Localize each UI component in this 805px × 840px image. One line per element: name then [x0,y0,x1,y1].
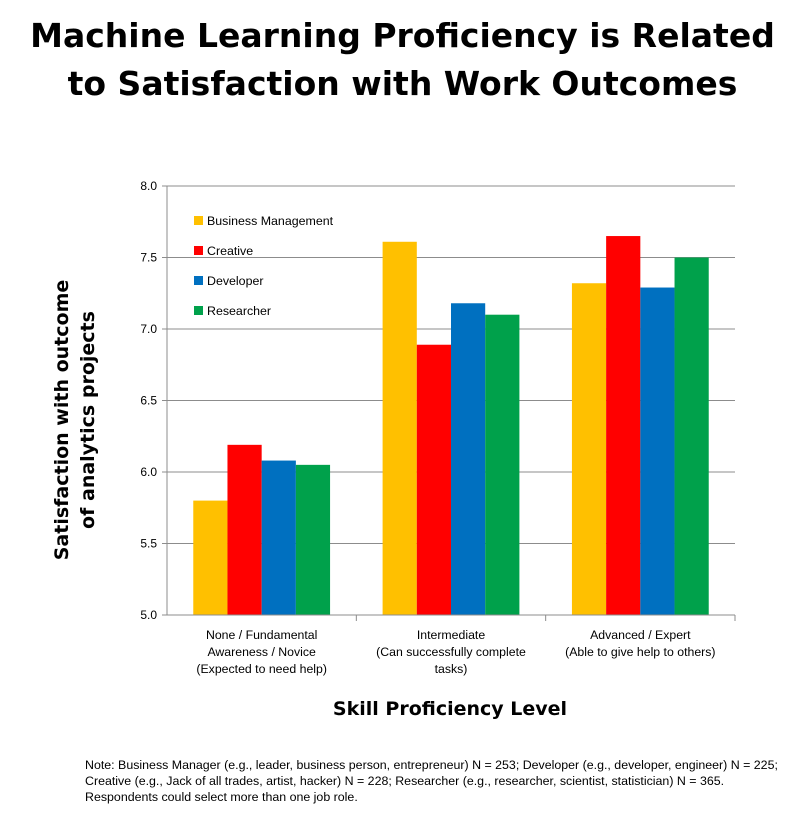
y-tick-labels: 5.0 5.5 6.0 6.5 7.0 7.5 8.0 [140,179,157,622]
legend-label: Creative [207,244,253,258]
bar-developer [261,460,296,615]
legend: Business Management Creative Developer Rese… [194,214,334,318]
y-axis-title-line-1: Satisfaction with outcome [51,280,73,561]
chart-title-line-1: Machine Learning Proficiency is Related [30,16,775,55]
y-tick-label: 7.5 [140,251,157,265]
legend-swatch [194,276,203,285]
bar-researcher [485,314,520,615]
bars [193,236,709,616]
x-axis-title: Skill Proficiency Level [333,698,567,720]
bar-developer [640,287,675,615]
x-category-label-line: (Can successfully complete [376,645,526,659]
legend-swatch [194,306,203,315]
y-tick-label: 7.0 [140,322,157,336]
x-category-label-line: tasks) [435,662,468,676]
x-category-label: None / Fundamental Awareness / Novice (Exp… [196,628,327,676]
legend-label: Researcher [207,304,271,318]
y-tick-label: 5.5 [140,537,157,551]
x-category-label: Advanced / Expert (Able to give help to o… [565,628,715,659]
y-axis-title: Satisfaction with outcome of analytics p… [51,280,99,561]
x-category-label-line: Intermediate [417,628,486,642]
legend-label: Developer [207,274,263,288]
chart-title-line-2: to Satisfaction with Work Outcomes [67,64,738,103]
bar-developer [451,303,486,615]
y-tick-label: 6.0 [140,465,157,479]
bar-chart: 5.0 5.5 6.0 6.5 7.0 7.5 8.0 None / Fundamental… [51,179,736,720]
bar-business-management [571,283,607,615]
x-category-label-line: None / Fundamental [206,628,317,642]
y-tick-label: 8.0 [140,179,157,193]
legend-swatch [194,246,203,255]
footnote: Note: Business Manager (e.g., leader, bu… [85,758,778,804]
legend-swatch [194,216,203,225]
x-category-labels: None / Fundamental Awareness / Novice (Exp… [196,628,715,676]
x-category-label: Intermediate (Can successfully complete ta… [376,628,526,676]
y-tick-label: 6.5 [140,394,157,408]
x-category-label-line: (Able to give help to others) [565,645,715,659]
bar-researcher [674,257,709,615]
bar-creative [606,236,641,616]
bar-creative [416,344,451,615]
y-tick-label: 5.0 [140,608,157,622]
chart-title: Machine Learning Proficiency is Related … [0,12,805,108]
bar-creative [227,444,262,615]
axes [162,185,736,621]
y-axis-title-line-2: of analytics projects [77,311,99,529]
x-category-label-line: Advanced / Expert [590,628,691,642]
x-category-label-line: (Expected to need help) [196,662,327,676]
x-category-label-line: Awareness / Novice [207,645,316,659]
bar-researcher [295,464,331,615]
bar-business-management [193,500,228,615]
legend-label: Business Management [207,214,334,228]
bar-business-management [382,241,417,615]
